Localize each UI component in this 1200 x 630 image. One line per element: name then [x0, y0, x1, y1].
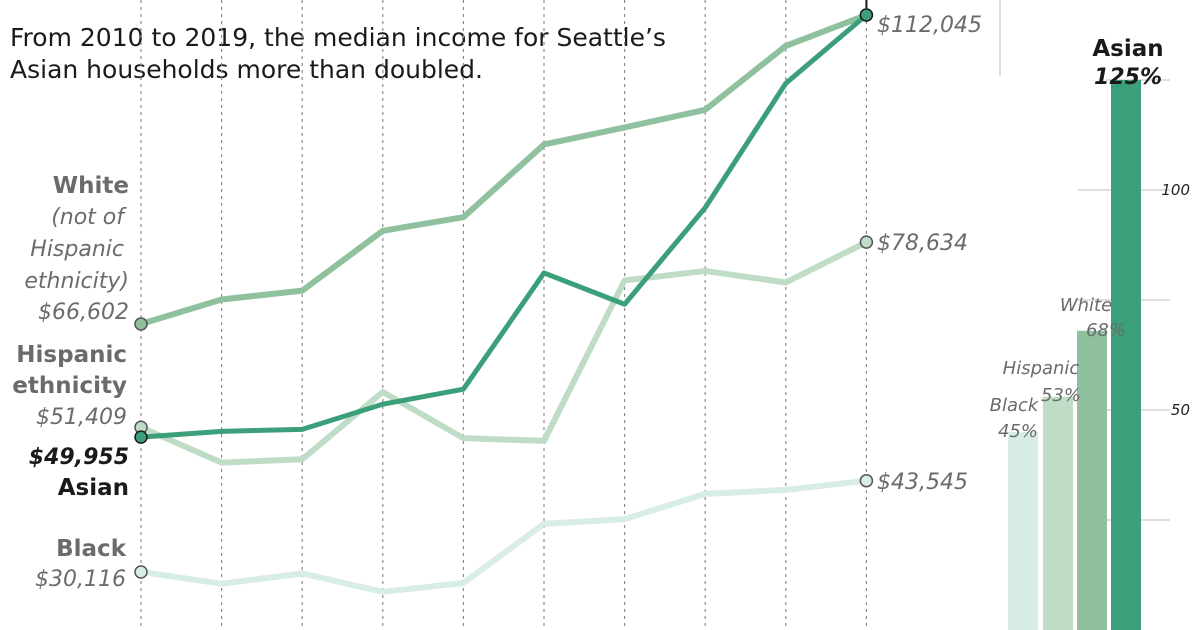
endpoint-asian-2019 [859, 8, 874, 22]
bar-value-hispanic: 53% [1041, 385, 1081, 406]
label-asian: Asian [58, 475, 129, 501]
bar-asian [1111, 80, 1141, 630]
label-black: Black [56, 536, 127, 562]
endpoint-black-2010 [134, 565, 148, 579]
bar-category-hispanic: Hispanic [1003, 358, 1080, 379]
label-hispanic-2: ethnicity [12, 373, 127, 399]
year-gridlines [140, 0, 1001, 630]
value-black-2010: $30,116 [35, 567, 126, 592]
series-line-white [138, 12, 870, 327]
value-asian-2010: $49,955 [29, 445, 129, 470]
value-hispanic-2010: $51,409 [36, 405, 127, 430]
bar-tick-label-50: 50 [1171, 401, 1190, 419]
income-endpoints [134, 0, 874, 579]
series-labels: White (not of Hispanic ethnicity) $66,602 His… [12, 13, 982, 592]
endpoint-white-2010 [134, 317, 148, 331]
value-white-2010: $66,602 [38, 300, 129, 325]
subtitle-line-1: From 2010 to 2019, the median income for… [10, 23, 666, 52]
endpoint-hispanic-2019 [859, 235, 874, 249]
bar-category-asian: Asian [1092, 36, 1163, 62]
bar-value-black: 45% [998, 421, 1038, 442]
endpoint-asian-2010 [134, 430, 148, 444]
growth-bar-chart: 100 50 Black 45% Hispanic 53% White 68% Asian 125… [990, 36, 1190, 630]
series-line-asian [138, 12, 869, 440]
label-white-sub-1: (not of [51, 205, 127, 230]
value-black-2019: $43,545 [877, 470, 968, 495]
series-line-black [138, 477, 870, 595]
bar-category-white: White [1060, 295, 1112, 316]
label-white: White [53, 173, 129, 199]
bar-black [1008, 432, 1038, 630]
chart-subtitle: From 2010 to 2019, the median income for… [10, 22, 666, 86]
bar-white [1077, 330, 1107, 630]
bar-value-white: 68% [1086, 320, 1126, 341]
label-hispanic: Hispanic [16, 342, 127, 368]
label-white-sub-2: Hispanic [30, 237, 124, 262]
subtitle-line-2: Asian households more than doubled. [10, 55, 483, 84]
income-lines [138, 12, 870, 595]
bar-tick-label-100: 100 [1161, 181, 1190, 199]
label-white-sub-3: ethnicity) [24, 269, 129, 294]
value-white-2019: $112,045 [877, 13, 982, 38]
bar-value-asian: 125% [1094, 65, 1162, 90]
series-line-hispanic [138, 239, 870, 466]
endpoint-black-2019 [859, 473, 874, 488]
bar-hispanic [1043, 396, 1073, 630]
bar-category-black: Black [990, 395, 1040, 416]
value-hispanic-2019: $78,634 [877, 231, 968, 256]
